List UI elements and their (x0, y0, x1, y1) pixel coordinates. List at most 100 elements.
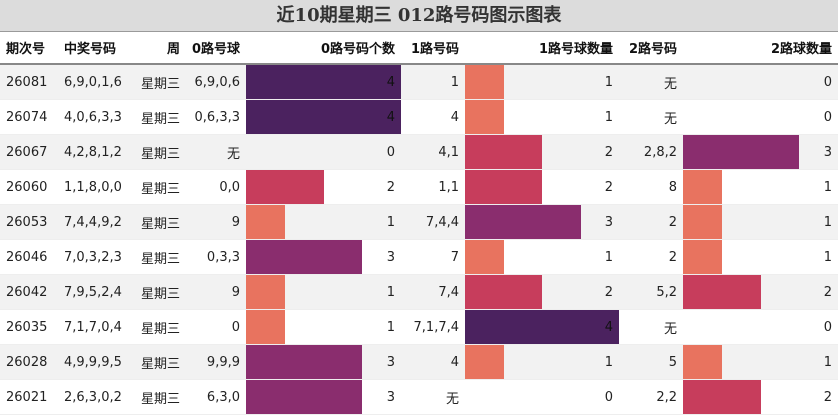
header-route1-count: 1路号球数量 (465, 32, 619, 65)
weekday-cell: 星期三 (130, 274, 186, 310)
route2-balls-cell: 2 (619, 204, 683, 240)
route2-balls-cell: 无 (619, 64, 683, 100)
count-value: 1 (823, 214, 832, 230)
count-bar-fill (683, 205, 722, 239)
route2-count-bar: 3 (683, 134, 838, 170)
route0-balls-cell: 9,9,9 (186, 344, 246, 380)
winning-numbers-cell: 4,2,8,1,2 (58, 134, 130, 170)
route1-balls-cell: 4,1 (401, 134, 465, 170)
count-value: 0 (386, 144, 395, 160)
route2-balls-cell: 无 (619, 99, 683, 135)
issue-cell: 26081 (0, 64, 58, 100)
count-value: 1 (386, 214, 395, 230)
route1-count-bar: 1 (465, 344, 619, 380)
count-value: 1 (604, 74, 613, 90)
winning-numbers-cell: 4,0,6,3,3 (58, 99, 130, 135)
count-value: 1 (386, 284, 395, 300)
route0-count-bar: 4 (246, 99, 401, 135)
count-value: 1 (604, 109, 613, 125)
route0-count-bar: 2 (246, 169, 401, 205)
route0-count-bar: 3 (246, 379, 401, 415)
count-value: 4 (386, 109, 395, 125)
count-bar-fill (465, 345, 504, 379)
route0-balls-cell: 无 (186, 134, 246, 170)
route1-balls-cell: 无 (401, 379, 465, 415)
route2-count-bar: 1 (683, 239, 838, 275)
count-value: 0 (823, 109, 832, 125)
route2-balls-cell: 2,8,2 (619, 134, 683, 170)
weekday-cell: 星期三 (130, 99, 186, 135)
winning-numbers-cell: 4,9,9,9,5 (58, 344, 130, 380)
table-row: 26074 4,0,6,3,3 星期三 0,6,3,3 4 4 1 无 0 (0, 99, 838, 135)
weekday-cell: 星期三 (130, 64, 186, 100)
count-value: 4 (386, 74, 395, 90)
route1-count-bar: 2 (465, 274, 619, 310)
route1-count-bar: 2 (465, 169, 619, 205)
issue-cell: 26021 (0, 379, 58, 415)
route1-count-bar: 1 (465, 239, 619, 275)
count-value: 0 (823, 74, 832, 90)
table-row: 26028 4,9,9,9,5 星期三 9,9,9 3 4 1 5 1 (0, 344, 838, 380)
count-bar-fill (246, 100, 401, 134)
route2-count-bar: 0 (683, 309, 838, 345)
table-row: 26035 7,1,7,0,4 星期三 0 1 7,1,7,4 4 无 0 (0, 309, 838, 345)
route1-count-bar: 1 (465, 64, 619, 100)
route0-balls-cell: 0,6,3,3 (186, 99, 246, 135)
route2-count-bar: 1 (683, 344, 838, 380)
route1-balls-cell: 1 (401, 64, 465, 100)
issue-cell: 26046 (0, 239, 58, 275)
issue-cell: 26067 (0, 134, 58, 170)
header-route1-balls: 1路号码 (401, 32, 465, 65)
count-bar-fill (465, 275, 542, 309)
route1-count-bar: 1 (465, 99, 619, 135)
count-value: 1 (823, 354, 832, 370)
count-bar-fill (683, 380, 761, 414)
route0-count-bar: 4 (246, 64, 401, 100)
count-bar-fill (246, 205, 285, 239)
count-bar-fill (246, 380, 363, 414)
table-row: 26067 4,2,8,1,2 星期三无 0 4,1 2 2,8,2 3 (0, 134, 838, 170)
header-row: 期次号 中奖号码 周 0路号球 0路号码个数 1路号码 1路号球数量 2路号码 … (0, 32, 838, 65)
route0-count-bar: 1 (246, 309, 401, 345)
count-value: 2 (823, 284, 832, 300)
table-row: 26053 7,4,4,9,2 星期三 9 1 7,4,4 3 2 1 (0, 204, 838, 240)
count-bar-fill (465, 135, 542, 169)
route2-balls-cell: 无 (619, 309, 683, 345)
chart-title: 近10期星期三 012路号码图示图表 (0, 0, 838, 32)
count-value: 4 (604, 319, 613, 335)
count-bar-fill (246, 240, 363, 274)
winning-numbers-cell: 2,6,3,0,2 (58, 379, 130, 415)
count-value: 3 (386, 389, 395, 405)
count-bar-fill (465, 240, 504, 274)
count-value: 2 (386, 179, 395, 195)
winning-numbers-cell: 7,4,4,9,2 (58, 204, 130, 240)
route2-balls-cell: 2,2 (619, 379, 683, 415)
weekday-cell: 星期三 (130, 169, 186, 205)
count-bar-fill (465, 170, 542, 204)
table-row: 26021 2,6,3,0,2 星期三 6,3,0 3 无 0 2,2 2 (0, 379, 838, 415)
count-bar-fill (465, 310, 619, 344)
winning-numbers-cell: 7,9,5,2,4 (58, 274, 130, 310)
route1-count-bar: 3 (465, 204, 619, 240)
route2-balls-cell: 8 (619, 169, 683, 205)
table-body: 26081 6,9,0,1,6 星期三 6,9,0,6 4 1 1 无 0 26074 4,0,6,… (0, 64, 838, 415)
winning-numbers-cell: 6,9,0,1,6 (58, 64, 130, 100)
count-value: 1 (604, 354, 613, 370)
count-value: 2 (823, 389, 832, 405)
issue-cell: 26035 (0, 309, 58, 345)
header-route0-balls: 0路号球 (186, 32, 246, 65)
count-bar-fill (683, 135, 800, 169)
route0-balls-cell: 0,0 (186, 169, 246, 205)
count-bar-fill (683, 170, 722, 204)
winning-numbers-cell: 7,1,7,0,4 (58, 309, 130, 345)
route2-balls-cell: 5,2 (619, 274, 683, 310)
count-bar-fill (465, 100, 504, 134)
header-route0-count: 0路号码个数 (246, 32, 401, 65)
count-value: 3 (386, 354, 395, 370)
count-bar-fill (246, 65, 401, 99)
route2-count-bar: 1 (683, 169, 838, 205)
table-row: 26046 7,0,3,2,3 星期三 0,3,3 3 7 1 2 1 (0, 239, 838, 275)
route0-balls-cell: 0 (186, 309, 246, 345)
route2-count-bar: 2 (683, 274, 838, 310)
count-value: 3 (604, 214, 613, 230)
